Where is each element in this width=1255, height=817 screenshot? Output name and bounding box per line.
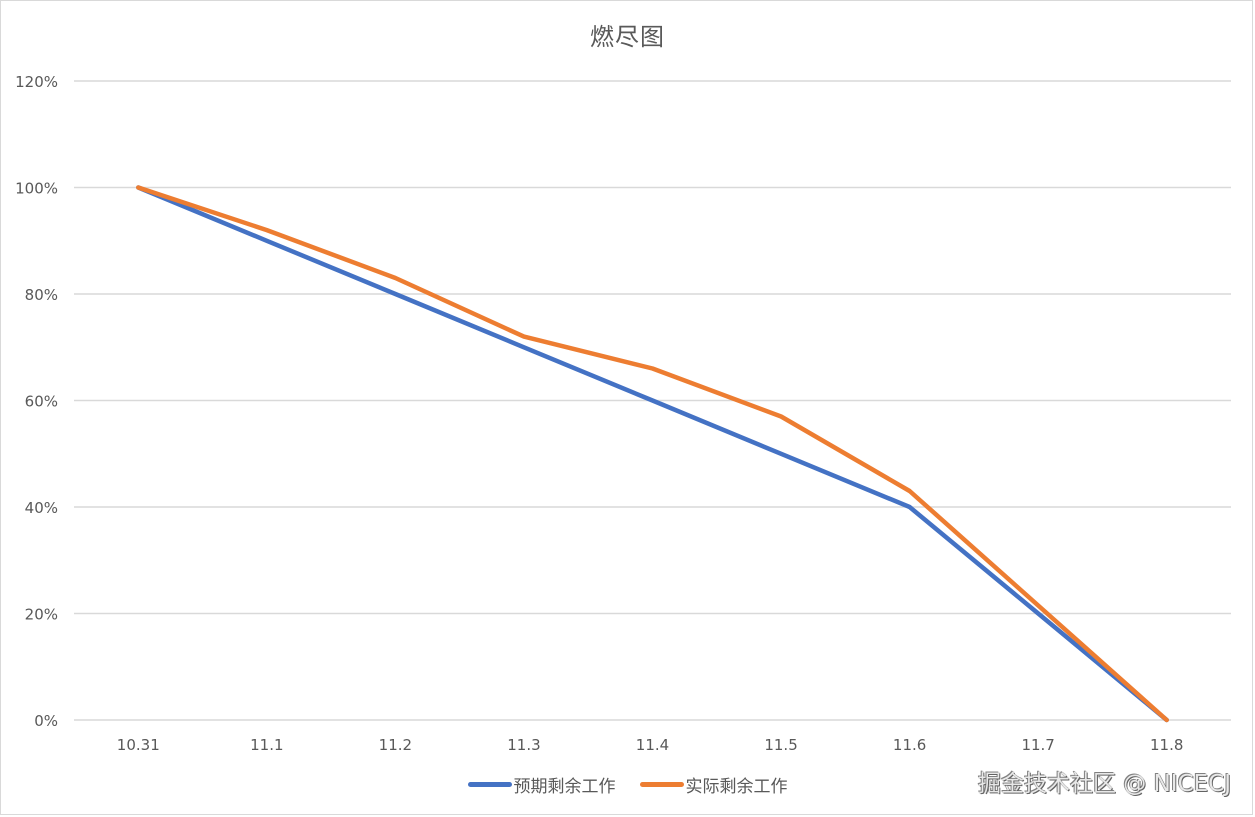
x-tick-label: 11.7 [1021, 736, 1054, 754]
x-tick-label: 10.31 [117, 736, 160, 754]
gridlines [74, 80, 1231, 721]
x-tick-label: 11.8 [1150, 736, 1183, 754]
x-tick-label: 11.1 [250, 736, 283, 754]
y-tick-label: 0% [34, 712, 58, 730]
x-tick-label: 11.2 [379, 736, 412, 754]
legend: 预期剩余工作 实际剩余工作 [0, 772, 1255, 797]
legend-label-expected: 预期剩余工作 [513, 777, 616, 797]
x-axis-ticks: 10.31 11.1 11.2 11.3 11.4 11.5 11.6 11.7 11.8 [117, 736, 1184, 754]
x-tick-label: 11.4 [636, 736, 669, 754]
y-tick-label: 80% [25, 286, 58, 304]
series-lines [136, 185, 1169, 723]
y-tick-label: 120% [15, 73, 58, 91]
y-tick-label: 100% [15, 180, 58, 198]
y-tick-label: 60% [25, 393, 58, 411]
legend-swatch-actual [639, 782, 684, 787]
series-line-actual[interactable] [136, 185, 1169, 723]
y-axis-ticks: 0% 20% 40% 60% 80% 100% 120% [15, 73, 58, 730]
legend-item-expected[interactable]: 预期剩余工作 [467, 772, 616, 797]
legend-label-actual: 实际剩余工作 [685, 777, 788, 797]
y-tick-label: 20% [25, 606, 58, 624]
x-tick-label: 11.3 [507, 736, 540, 754]
legend-item-actual[interactable]: 实际剩余工作 [639, 772, 788, 797]
chart-title: 燃尽图 [590, 23, 665, 51]
watermark: 掘金技术社区 @ NICECJ [977, 771, 1231, 797]
y-tick-label: 40% [25, 499, 58, 517]
x-tick-label: 11.5 [764, 736, 797, 754]
legend-swatch-expected [467, 782, 512, 787]
series-line-expected[interactable] [136, 185, 1169, 723]
x-tick-label: 11.6 [893, 736, 926, 754]
